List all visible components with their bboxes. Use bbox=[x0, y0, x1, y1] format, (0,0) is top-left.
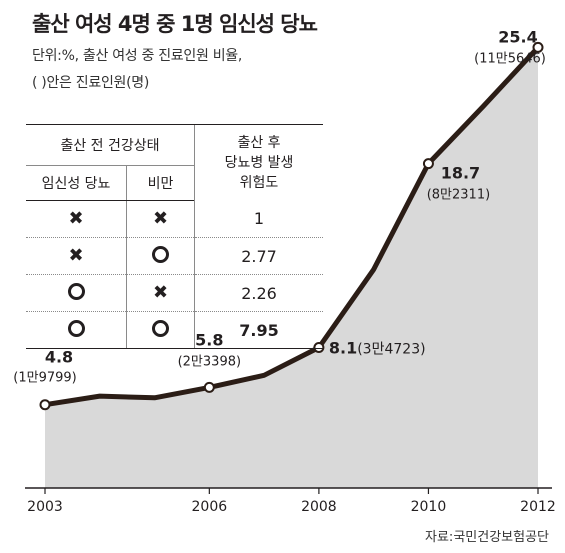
table-row: ✖ 2.77 bbox=[26, 237, 323, 275]
chart-title: 출산 여성 4명 중 1명 임신성 당뇨 bbox=[32, 12, 318, 36]
risk-value: 7.95 bbox=[194, 311, 323, 349]
risk-value: 1 bbox=[194, 200, 323, 238]
x-tick-label: 2003 bbox=[27, 499, 63, 515]
circle-mark-icon bbox=[152, 245, 169, 263]
x-tick-label: 2006 bbox=[192, 499, 228, 515]
obesity-cell bbox=[126, 237, 195, 275]
gestational-diabetes-cell: ✖ bbox=[26, 200, 127, 238]
area-fill bbox=[45, 47, 538, 489]
table-header-condition: 출산 전 건강상태 bbox=[26, 124, 195, 166]
table-subheader-obesity: 비만 bbox=[126, 165, 195, 201]
source-note: 자료:국민건강보험공단 bbox=[425, 530, 549, 545]
table-row: ✖ 2.26 bbox=[26, 274, 323, 312]
x-tick-label: 2010 bbox=[411, 499, 447, 515]
x-tick-label: 2008 bbox=[301, 499, 337, 515]
data-value-label: 18.7 bbox=[441, 164, 480, 183]
circle-mark-icon bbox=[152, 319, 169, 337]
table-subheader-gestational: 임신성 당뇨 bbox=[26, 165, 127, 201]
data-point-marker bbox=[422, 158, 434, 170]
circle-mark-icon bbox=[67, 282, 85, 300]
unit-note: 단위:%, 출산 여성 중 진료인원 비율, bbox=[32, 48, 243, 64]
obesity-cell: ✖ bbox=[126, 200, 195, 238]
table-row: ✖ ✖ 1 bbox=[26, 200, 323, 238]
obesity-cell bbox=[126, 311, 195, 349]
data-count-label: (2만3398) bbox=[178, 354, 241, 369]
data-value-label: 25.4 bbox=[498, 27, 537, 46]
table-header-risk-line: 당뇨병 발생 bbox=[224, 154, 294, 171]
x-mark-icon: ✖ bbox=[152, 208, 169, 229]
table-header-risk-line: 출산 후 bbox=[237, 134, 281, 151]
data-point-marker bbox=[203, 381, 215, 393]
x-tick-label: 2012 bbox=[520, 499, 556, 515]
risk-value: 2.77 bbox=[194, 237, 323, 275]
table-row: 7.95 bbox=[26, 311, 323, 349]
data-count-label: (8만2311) bbox=[427, 188, 490, 203]
data-value-label: 4.8 bbox=[45, 348, 73, 367]
data-point-marker bbox=[39, 399, 51, 411]
data-point-marker bbox=[532, 41, 544, 53]
table-header-risk: 출산 후 당뇨병 발생 위험도 bbox=[194, 124, 323, 201]
data-count-label: (1만9799) bbox=[13, 371, 76, 386]
obesity-cell: ✖ bbox=[126, 274, 195, 312]
risk-value: 2.26 bbox=[194, 274, 323, 312]
gestational-diabetes-cell bbox=[26, 311, 127, 349]
x-mark-icon: ✖ bbox=[68, 208, 84, 229]
gestational-diabetes-cell: ✖ bbox=[26, 237, 127, 275]
count-note: ( )안은 진료인원(명) bbox=[32, 75, 150, 91]
risk-table: 출산 전 건강상태 출산 후 당뇨병 발생 위험도 임신성 당뇨 비만 ✖ ✖ 1 ✖… bbox=[26, 124, 323, 349]
gestational-diabetes-cell bbox=[26, 274, 127, 312]
x-mark-icon: ✖ bbox=[152, 282, 169, 303]
x-mark-icon: ✖ bbox=[68, 245, 84, 266]
data-label: 8.1(3만4723) bbox=[329, 338, 426, 357]
table-header-risk-line: 위험도 bbox=[239, 174, 279, 191]
circle-mark-icon bbox=[67, 319, 85, 337]
data-count-label: (11만5646) bbox=[474, 51, 546, 66]
series-line bbox=[42, 44, 541, 408]
